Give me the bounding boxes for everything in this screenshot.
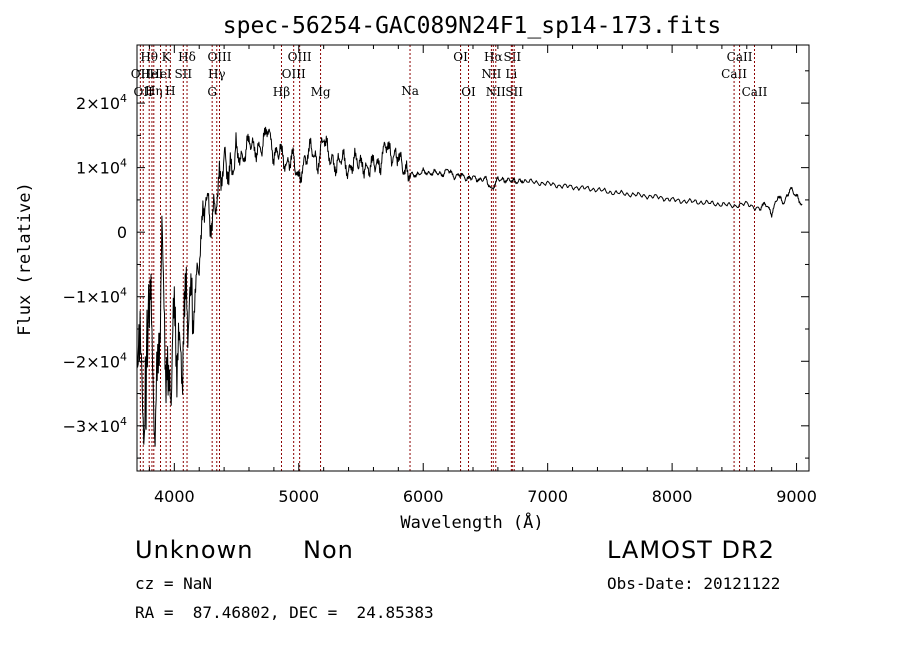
line-marker-label: K (162, 50, 172, 64)
line-marker-label: G (207, 85, 217, 99)
line-markers-layer: OII OII Hθ HeI Hη HeI K H SII Hδ G Hγ OIII Hβ OIII OIII… (131, 45, 768, 471)
y-tick-label: −1×104 (63, 286, 127, 307)
line-marker-label: OI (453, 50, 468, 64)
plot-frame (136, 44, 810, 472)
line-marker-label: OII (131, 67, 151, 81)
y-axis-label: Flux (relative) (15, 182, 35, 336)
line-marker-label: Mg (311, 85, 331, 99)
line-marker-label: SII (174, 67, 192, 81)
axes-layer: 4000 5000 6000 7000 8000 9000 2×104 1×104 0 −1×10… (63, 45, 817, 506)
line-marker-label: OIII (288, 50, 312, 64)
line-marker-label: Hη (145, 84, 163, 98)
x-tick-label: 5000 (278, 487, 319, 506)
line-marker-label: HeI (141, 67, 164, 81)
coords-line: RA = 87.46802, DEC = 24.85383 (135, 603, 434, 622)
line-marker-label: Hβ (273, 85, 290, 99)
line-marker-label: Hα (484, 50, 503, 64)
x-tick-label: 9000 (776, 487, 817, 506)
line-marker-label: Hδ (178, 50, 196, 64)
x-axis-label: Wavelength (Å) (400, 511, 543, 533)
line-marker-label: NII (486, 85, 506, 99)
line-marker-label: H (165, 84, 175, 98)
line-marker-label: OII (134, 85, 154, 99)
line-marker-label: Hθ (140, 50, 158, 64)
y-tick-label: −3×104 (63, 415, 127, 436)
line-marker-label: CaII (721, 67, 747, 81)
y-tick-label: −2×104 (63, 350, 127, 371)
line-marker-label: Na (401, 84, 419, 98)
line-marker-label: OIII (282, 67, 306, 81)
y-tick-label: 2×104 (76, 92, 127, 113)
line-marker-label: CaII (742, 85, 768, 99)
line-marker-label: SII (505, 85, 523, 99)
x-tick-label: 7000 (527, 487, 568, 506)
object-subclass: Non (303, 536, 354, 564)
x-tick-label: 6000 (403, 487, 444, 506)
spectrum-line (136, 126, 803, 447)
line-marker-label: CaII (727, 50, 753, 64)
obs-date-line: Obs-Date: 20121122 (607, 574, 781, 593)
line-marker-label: Li (505, 67, 517, 81)
line-marker-label: OI (461, 85, 476, 99)
line-marker-label: SII (503, 50, 521, 64)
x-tick-label: 4000 (154, 487, 195, 506)
chart-title: spec-56254-GAC089N24F1_sp14-173.fits (223, 13, 722, 39)
line-marker-label: Hγ (208, 67, 226, 81)
object-class: Unknown (135, 536, 254, 564)
line-marker-label: NII (481, 67, 501, 81)
line-marker-label: OIII (207, 50, 231, 64)
spectrum-layer (136, 126, 803, 447)
x-tick-label: 8000 (652, 487, 693, 506)
line-marker-label: HeI (149, 67, 172, 81)
redshift-line: cz = NaN (135, 574, 213, 593)
y-tick-label: 1×104 (76, 157, 127, 178)
survey-name: LAMOST DR2 (607, 536, 775, 564)
y-tick-label: 0 (117, 223, 127, 242)
